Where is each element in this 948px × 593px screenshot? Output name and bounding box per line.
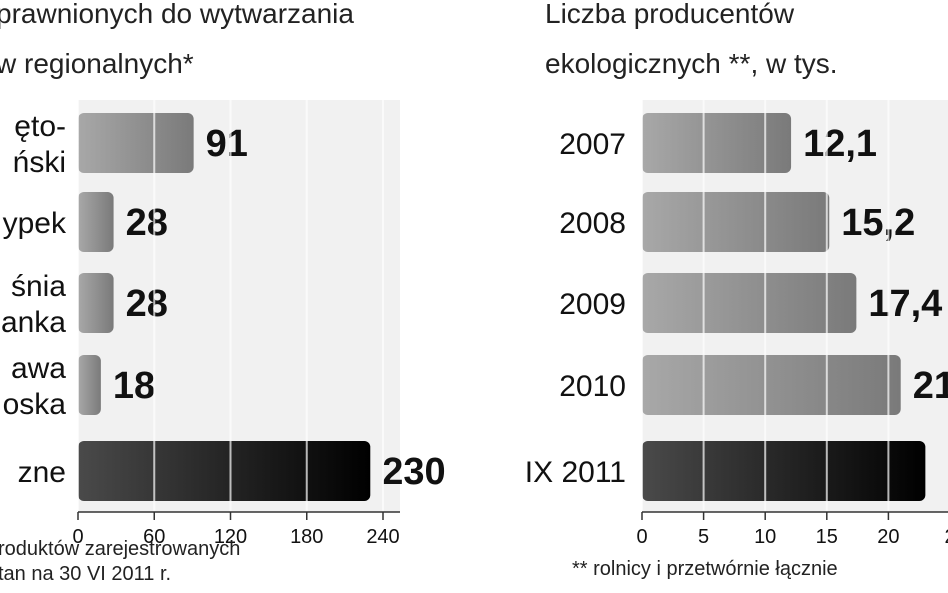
right-bar <box>642 113 792 173</box>
right-bar <box>642 355 901 415</box>
right-tick-label: 10 <box>754 526 776 548</box>
left-category-label: zne <box>18 456 66 489</box>
left-tick-label: 120 <box>214 526 247 548</box>
left-value-label: 91 <box>206 123 248 165</box>
right-tick-label: 0 <box>636 526 647 548</box>
right-category-label: IX 2011 <box>525 456 626 489</box>
left-category-label: ński <box>13 146 66 179</box>
right-category-label: 2008 <box>559 207 626 240</box>
right-footnote: ** rolnicy i przetwórnie łącznie <box>572 558 838 580</box>
right-category-label: 2007 <box>559 128 626 161</box>
left-chart-title-line2: w regionalnych* <box>0 48 194 79</box>
left-category-label: ypek <box>3 207 67 240</box>
right-tick-label: 5 <box>698 526 709 548</box>
left-value-label: 230 <box>382 451 445 493</box>
left-tick-label: 240 <box>366 526 399 548</box>
right-value-label: 17,4 <box>868 283 942 325</box>
left-bar <box>78 441 371 501</box>
right-category-label: 2010 <box>559 370 626 403</box>
right-chart-title-line2: ekologicznych **, w tys. <box>545 48 838 79</box>
right-bar <box>642 441 926 501</box>
left-tick-label: 180 <box>290 526 323 548</box>
left-chart-title-line1: prawnionych do wytwarzania <box>0 0 354 29</box>
right-bar <box>642 192 830 252</box>
left-value-label: 28 <box>126 202 168 244</box>
right-value-label: 21 <box>913 365 948 407</box>
left-bar <box>78 273 114 333</box>
left-footnote-line1: roduktów zarejestrowanych <box>0 538 241 560</box>
left-category-label: anka <box>1 306 66 339</box>
left-category-label: ęto- <box>14 110 66 143</box>
right-tick-label: 15 <box>816 526 838 548</box>
left-bar <box>78 113 194 173</box>
left-category-label: awa <box>11 352 66 385</box>
left-category-label: śnia <box>11 270 66 303</box>
right-tick-label: 2 <box>944 526 948 548</box>
left-bar <box>78 192 114 252</box>
left-value-label: 28 <box>126 283 168 325</box>
right-tick-label: 20 <box>877 526 899 548</box>
right-chart-title-line1: Liczba producentów <box>545 0 795 29</box>
right-value-label: 15,2 <box>841 202 915 244</box>
right-category-label: 2009 <box>559 288 626 321</box>
left-category-label: oska <box>3 388 67 421</box>
right-value-label: 12,1 <box>803 123 877 165</box>
left-tick-label: 60 <box>143 526 165 548</box>
left-footnote-line2: tan na 30 VI 2011 r. <box>0 563 172 585</box>
right-bar <box>642 273 857 333</box>
left-value-label: 18 <box>113 365 155 407</box>
left-tick-label: 0 <box>72 526 83 548</box>
left-bar <box>78 355 101 415</box>
